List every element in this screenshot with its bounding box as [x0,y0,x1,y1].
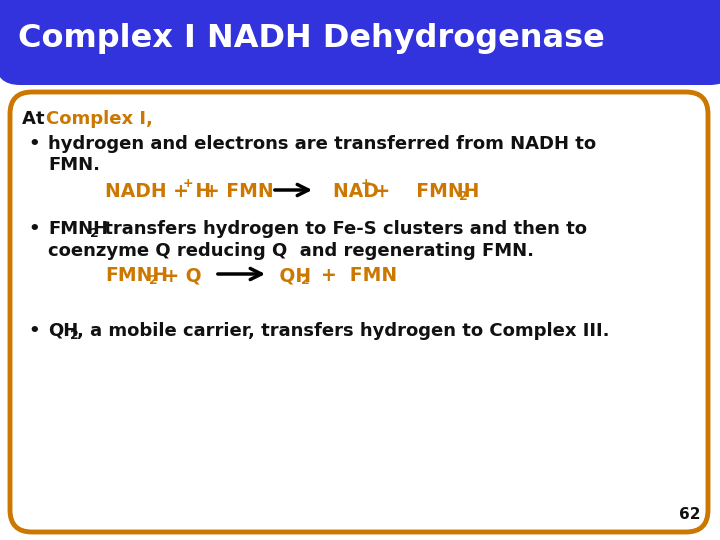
Text: + FMN: + FMN [191,182,274,201]
Text: 62: 62 [678,507,700,522]
FancyBboxPatch shape [0,0,720,85]
Text: 2: 2 [90,227,99,240]
Text: Complex I NADH Dehydrogenase: Complex I NADH Dehydrogenase [18,23,605,53]
Text: +: + [361,177,372,190]
Text: +: + [183,177,194,190]
Text: QH: QH [273,266,311,285]
Text: 2: 2 [459,190,468,203]
Text: FMN.: FMN. [48,156,100,174]
Text: FMNH: FMNH [105,266,168,285]
Text: transfers hydrogen to Fe-S clusters and then to: transfers hydrogen to Fe-S clusters and … [98,220,587,238]
Text: •: • [28,135,40,153]
Text: coenzyme Q reducing Q  and regenerating FMN.: coenzyme Q reducing Q and regenerating F… [48,242,534,260]
Text: hydrogen and electrons are transferred from NADH to: hydrogen and electrons are transferred f… [48,135,596,153]
FancyBboxPatch shape [10,92,708,532]
Text: At: At [22,110,50,128]
Text: Complex I,: Complex I, [46,110,153,128]
Text: +    FMNH: + FMNH [368,182,480,201]
Text: •: • [28,220,40,238]
Text: QH: QH [48,322,78,340]
Text: 2: 2 [149,274,158,287]
Text: 2: 2 [301,274,310,287]
Text: , a mobile carrier, transfers hydrogen to Complex III.: , a mobile carrier, transfers hydrogen t… [77,322,610,340]
Text: NADH + H: NADH + H [105,182,211,201]
Text: +  FMN: + FMN [308,266,397,285]
Text: + Q: + Q [157,266,202,285]
Text: •: • [28,322,40,340]
Text: 2: 2 [70,329,78,342]
Text: NAD: NAD [320,182,379,201]
Text: FMNH: FMNH [48,220,108,238]
